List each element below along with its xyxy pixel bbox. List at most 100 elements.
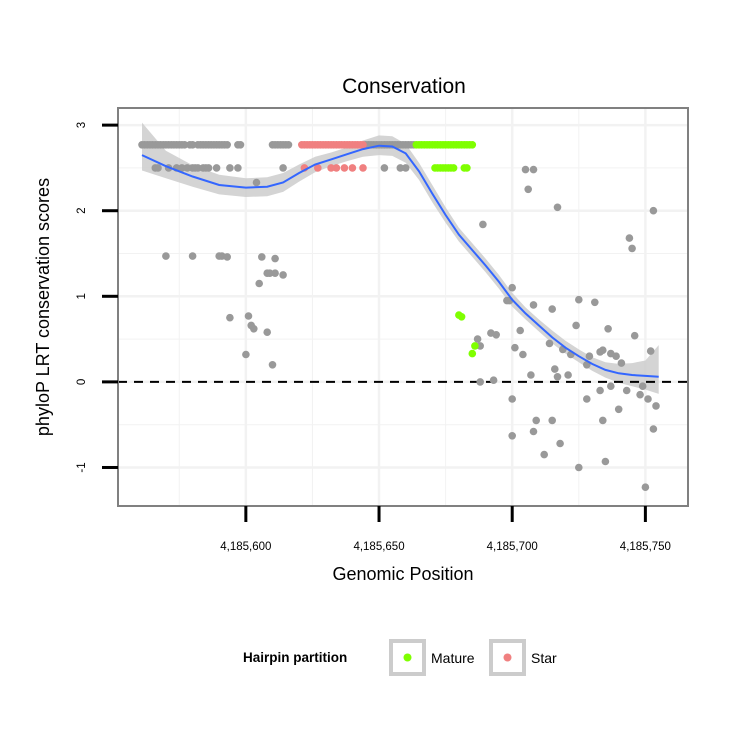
point-other (625, 234, 634, 242)
legend-label-star: Star (531, 650, 557, 666)
x-axis-ticks: 4,185,600 4,185,650 4,185,700 4,185,750 (220, 506, 671, 553)
point-mature (468, 141, 477, 149)
x-tick-label: 4,185,700 (487, 541, 538, 553)
point-star (348, 164, 357, 172)
point-other (271, 269, 279, 278)
point-other (649, 206, 658, 215)
point-other (242, 350, 250, 359)
confidence-band (142, 122, 659, 394)
point-other (617, 359, 626, 367)
point-star (340, 164, 349, 172)
point-other (612, 352, 620, 361)
plot-panel (117, 107, 689, 507)
point-other (521, 165, 530, 174)
point-other (532, 416, 540, 425)
y-tick-label: 1 (76, 293, 88, 299)
legend-dot-mature (403, 653, 412, 662)
point-star (314, 164, 322, 172)
x-tick-label: 4,185,600 (220, 541, 271, 553)
point-other (548, 416, 556, 425)
smooth-line (141, 144, 659, 378)
point-other (652, 402, 660, 410)
point-other (223, 141, 231, 149)
point-other (476, 342, 485, 350)
point-other (234, 164, 242, 172)
point-other (284, 141, 293, 149)
point-other (641, 483, 650, 492)
point-other (556, 439, 564, 448)
point-other (607, 382, 615, 391)
legend-title: Hairpin partition (243, 650, 347, 665)
y-axis-ticks: -1 0 1 2 3 (76, 122, 118, 473)
point-other (268, 361, 277, 369)
point-other (564, 371, 572, 379)
point-other (188, 141, 197, 149)
point-other (212, 164, 221, 172)
point-other (638, 382, 647, 391)
point-other (473, 335, 482, 343)
legend: Hairpin partition Mature Star (243, 639, 557, 676)
x-tick-label: 4,185,750 (620, 541, 671, 553)
point-other (180, 141, 189, 149)
point-other (244, 312, 253, 320)
point-other (575, 295, 583, 304)
x-tick-label: 4,185,650 (353, 541, 404, 553)
point-other (551, 365, 559, 373)
point-other (279, 271, 287, 279)
point-other (516, 326, 524, 335)
point-other (226, 164, 234, 172)
point-other (604, 325, 612, 333)
point-other (188, 252, 197, 260)
point-other (508, 283, 516, 292)
point-other (258, 253, 266, 261)
point-other (540, 450, 548, 459)
point-star (359, 141, 367, 149)
point-other (591, 298, 599, 307)
point-other (263, 328, 272, 337)
point-other (508, 395, 516, 403)
point-other (226, 313, 234, 322)
point-other (601, 457, 610, 466)
point-other (204, 164, 213, 172)
y-tick-label: 0 (76, 379, 88, 385)
x-axis-label: Genomic Position (332, 564, 473, 584)
point-other (479, 220, 487, 229)
point-other (279, 164, 287, 172)
point-other (553, 373, 562, 381)
point-other (401, 164, 410, 172)
point-other (194, 164, 202, 172)
point-other (492, 331, 501, 339)
point-other (599, 416, 607, 425)
point-other (583, 395, 591, 403)
point-other (183, 164, 192, 172)
point-other (596, 386, 604, 395)
point-other (476, 378, 485, 386)
point-star (359, 164, 367, 172)
point-star (332, 164, 341, 172)
legend-entry-mature: Mature (389, 639, 475, 676)
point-other (252, 178, 261, 187)
point-other (529, 427, 538, 436)
point-other (529, 301, 538, 309)
point-mature (449, 164, 458, 172)
y-axis-label: phyloP LRT conservation scores (33, 178, 53, 436)
point-other (271, 254, 279, 263)
point-other (614, 405, 623, 414)
point-other (622, 386, 631, 395)
point-other (644, 395, 652, 403)
point-other (630, 331, 639, 340)
point-mature (457, 313, 466, 321)
point-other (527, 371, 535, 379)
point-other (508, 432, 516, 440)
point-other (154, 164, 162, 172)
point-other (524, 185, 532, 194)
point-other (646, 347, 655, 355)
point-other (548, 305, 556, 313)
point-other (380, 164, 389, 172)
legend-dot-star (503, 653, 512, 662)
point-other (572, 321, 580, 330)
point-other (236, 141, 245, 149)
y-tick-label: 3 (76, 122, 88, 128)
data-points (138, 141, 660, 492)
